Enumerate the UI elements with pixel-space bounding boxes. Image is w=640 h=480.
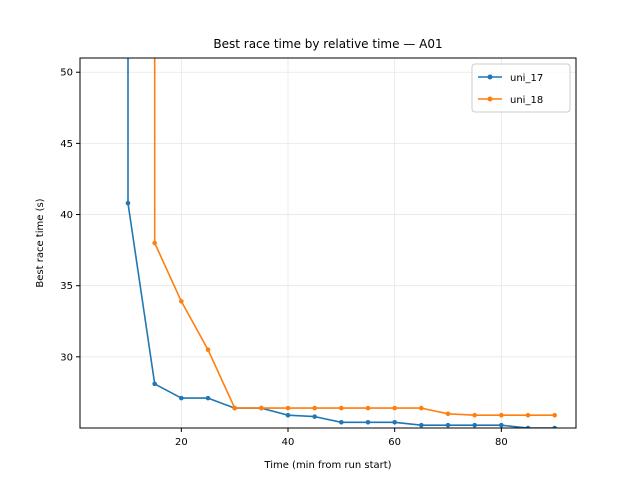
grid bbox=[80, 58, 576, 428]
data-point-uni-17 bbox=[525, 425, 531, 428]
data-point-uni-17 bbox=[125, 200, 131, 206]
legend-label-uni-18: uni_18 bbox=[510, 95, 543, 106]
data-point-uni-17 bbox=[312, 414, 317, 419]
data-point-uni-18 bbox=[285, 405, 291, 411]
chart-title: Best race time by relative time — A01 bbox=[213, 37, 442, 51]
data-point-uni-17 bbox=[205, 395, 211, 401]
data-point-uni-17 bbox=[339, 420, 344, 425]
legend-label-uni-17: uni_17 bbox=[510, 73, 543, 84]
data-point-uni-18 bbox=[419, 405, 424, 411]
data-point-uni-17 bbox=[392, 420, 397, 425]
data-point-uni-17 bbox=[285, 412, 291, 418]
data-point-uni-18 bbox=[259, 405, 264, 411]
x-tick-label: 80 bbox=[495, 437, 508, 448]
y-tick-label: 50 bbox=[60, 68, 73, 79]
series-line-uni-17 bbox=[127, 58, 555, 428]
data-point-uni-18 bbox=[339, 405, 344, 411]
data-point-uni-17 bbox=[365, 420, 371, 425]
y-axis-label: Best race time (s) bbox=[35, 198, 46, 287]
data-point-uni-17 bbox=[152, 381, 157, 387]
data-point-uni-17 bbox=[552, 425, 557, 428]
data-point-uni-18 bbox=[365, 405, 371, 411]
legend-marker-uni-18 bbox=[487, 96, 493, 102]
y-tick-label: 30 bbox=[60, 352, 73, 363]
data-point-uni-18 bbox=[445, 411, 451, 417]
x-tick-label: 20 bbox=[175, 437, 188, 448]
data-point-uni-18 bbox=[312, 405, 317, 411]
data-point-uni-18 bbox=[205, 347, 211, 353]
data-point-uni-17 bbox=[179, 395, 184, 401]
data-point-uni-18 bbox=[499, 412, 504, 418]
series-layer bbox=[125, 58, 557, 428]
y-tick-label: 45 bbox=[60, 139, 73, 150]
legend-box bbox=[471, 63, 571, 113]
x-tick-label: 40 bbox=[282, 437, 295, 448]
data-point-uni-17 bbox=[445, 422, 451, 428]
x-tick-label: 60 bbox=[388, 437, 401, 448]
data-point-uni-18 bbox=[152, 240, 157, 246]
data-point-uni-18 bbox=[392, 405, 397, 411]
x-axis-label: Time (min from run start) bbox=[263, 460, 391, 471]
plot-frame bbox=[79, 57, 577, 429]
data-point-uni-18 bbox=[552, 412, 557, 418]
data-point-uni-18 bbox=[179, 299, 184, 304]
y-tick-label: 35 bbox=[60, 281, 73, 292]
data-point-uni-17 bbox=[472, 422, 477, 428]
data-point-uni-18 bbox=[232, 405, 237, 411]
legend-marker-uni-17 bbox=[487, 74, 493, 80]
data-point-uni-17 bbox=[419, 422, 424, 428]
data-point-uni-18 bbox=[472, 412, 477, 418]
y-tick-label: 40 bbox=[60, 210, 73, 221]
ticks: 20 40 60 80 30 35 40 45 50 bbox=[60, 68, 507, 448]
data-point-uni-18 bbox=[525, 412, 531, 418]
data-point-uni-17 bbox=[499, 422, 504, 428]
legend: uni_17 uni_18 bbox=[471, 63, 571, 113]
